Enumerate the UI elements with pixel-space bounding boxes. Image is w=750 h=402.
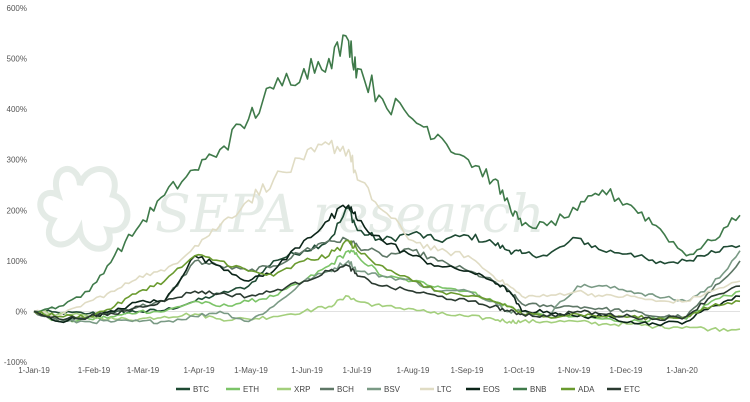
x-tick-label: 1-Jul-19	[343, 366, 372, 375]
legend-item-ada: ADA	[561, 385, 595, 394]
legend-label: BSV	[384, 385, 401, 394]
legend-item-eth: ETH	[226, 385, 259, 394]
watermark: SEPA research	[37, 166, 544, 252]
series-line-bnb	[33, 34, 741, 313]
series-line-xrp	[33, 295, 741, 332]
series-line-ada	[33, 239, 741, 321]
legend-item-bnb: BNB	[513, 385, 546, 394]
x-tick-label: 1-Aug-19	[397, 366, 430, 375]
x-tick-label: 1-Jun-19	[291, 366, 323, 375]
y-tick-label: 100%	[7, 257, 27, 266]
x-tick-label: 1-Jan-19	[18, 366, 50, 375]
series-line-bch	[33, 236, 741, 323]
legend-label: BTC	[193, 385, 209, 394]
y-tick-label: 200%	[7, 206, 27, 215]
legend-label: ETC	[624, 385, 640, 394]
x-tick-label: 1-Nov-19	[558, 366, 591, 375]
x-tick-label: 1-Feb-19	[78, 366, 111, 375]
y-tick-label: 500%	[7, 55, 27, 64]
series-line-ltc	[33, 139, 741, 318]
x-tick-label: 1-Oct-19	[503, 366, 535, 375]
x-tick-label: 1-Dec-19	[610, 366, 643, 375]
legend-item-bch: BCH	[320, 385, 354, 394]
y-tick-label: 300%	[7, 156, 27, 165]
y-tick-label: 600%	[7, 4, 27, 13]
x-tick-label: 1-Sep-19	[451, 366, 484, 375]
legend-item-btc: BTC	[176, 385, 209, 394]
legend-label: ADA	[578, 385, 595, 394]
legend-item-ltc: LTC	[420, 385, 452, 394]
legend-label: LTC	[437, 385, 452, 394]
x-tick-label: 1-May-19	[234, 366, 268, 375]
legend-item-bsv: BSV	[367, 385, 401, 394]
x-axis-ticks: 1-Jan-19 1-Feb-19 1-Mar-19 1-Apr-19 1-May-19…	[18, 366, 698, 375]
series-line-etc	[33, 264, 741, 322]
legend-label: XRP	[294, 385, 310, 394]
legend-label: EOS	[483, 385, 500, 394]
y-tick-label: 0%	[15, 307, 27, 316]
legend-item-etc: ETC	[607, 385, 640, 394]
watermark-text: SEPA research	[155, 185, 544, 245]
legend-label: ETH	[243, 385, 259, 394]
watermark-logo-icon	[37, 166, 131, 252]
x-tick-label: 1-Apr-19	[183, 366, 215, 375]
legend-item-eos: EOS	[466, 385, 500, 394]
series-line-bsv	[33, 250, 741, 325]
legend-label: BNB	[530, 385, 546, 394]
watermark-clover-shape	[37, 166, 131, 252]
y-tick-label: 400%	[7, 105, 27, 114]
x-tick-label: 1-Jan-20	[666, 366, 698, 375]
series-line-eos	[33, 204, 741, 327]
y-tick-label: -100%	[4, 358, 27, 367]
x-tick-label: 1-Mar-19	[127, 366, 160, 375]
y-axis-ticks: -100% 0% 100% 200% 300% 400% 500% 600%	[4, 4, 27, 367]
legend: BTC ETH XRP BCH BSV LTC EOS BNB ADA ETC	[176, 385, 640, 394]
legend-label: BCH	[337, 385, 354, 394]
legend-item-xrp: XRP	[277, 385, 310, 394]
series-lines	[33, 34, 741, 332]
